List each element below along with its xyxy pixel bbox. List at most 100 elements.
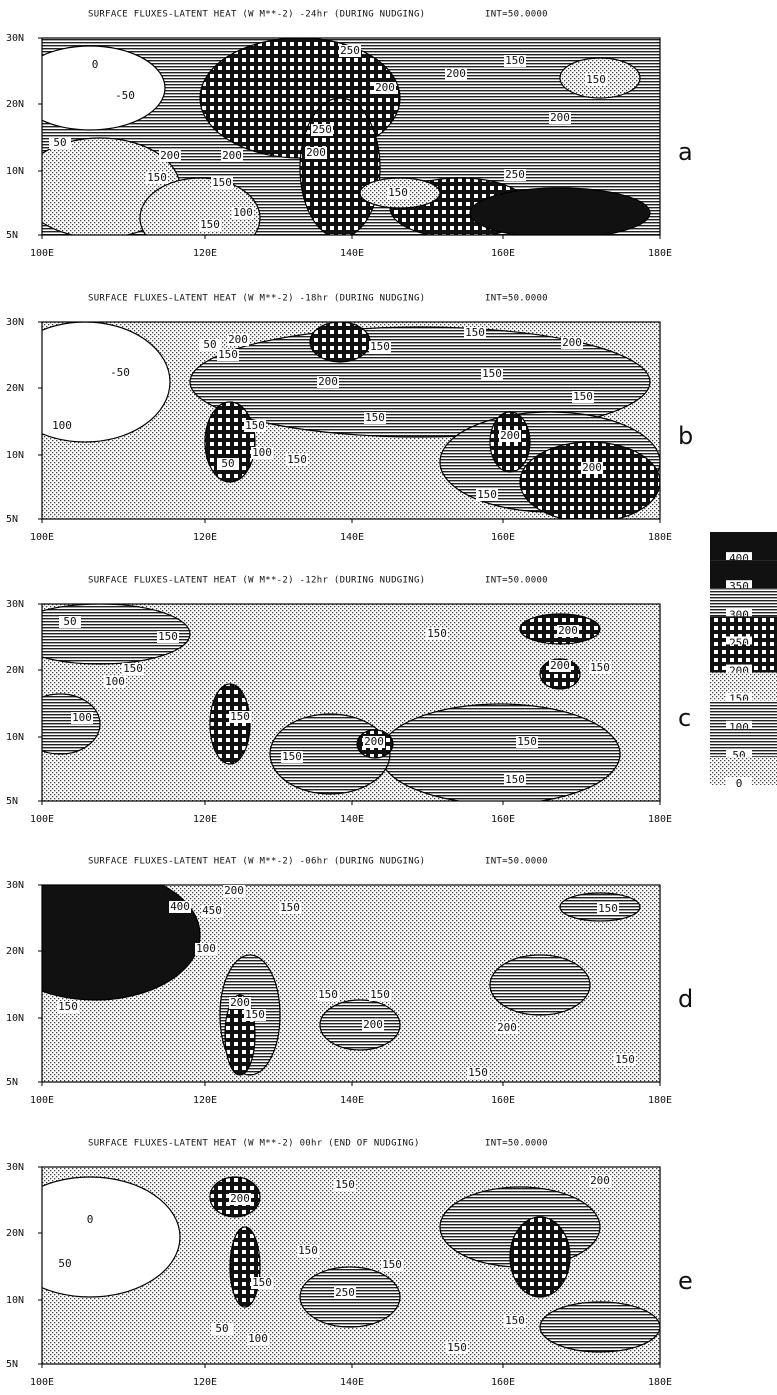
contour-label: 150: [468, 1066, 488, 1079]
x-tick-label: 120E: [193, 1095, 217, 1106]
map-panel: SURFACE FLUXES-LATENT HEAT (W M**-2) -24…: [6, 10, 693, 260]
y-tick-label: 20N: [6, 665, 24, 676]
panel-letter: b: [678, 422, 693, 450]
x-tick-label: 140E: [340, 248, 364, 259]
map-panel: SURFACE FLUXES-LATENT HEAT (W M**-2) -06…: [0, 857, 693, 1107]
x-tick-label: 140E: [340, 1377, 364, 1388]
y-tick-label: 30N: [6, 317, 24, 328]
y-tick-label: 30N: [6, 599, 24, 610]
contour-label: 100: [72, 711, 92, 724]
contour-label: 50: [221, 457, 234, 470]
x-tick-label: 100E: [30, 248, 54, 259]
y-tick-label: 30N: [6, 880, 24, 891]
contour-label: 150: [615, 1053, 635, 1066]
x-tick-label: 180E: [648, 1095, 672, 1106]
x-tick-label: 100E: [30, 814, 54, 825]
contour-label: 200: [160, 149, 180, 162]
contour-label: 200: [550, 111, 570, 124]
contour-label: 250: [335, 1286, 355, 1299]
panel-title: SURFACE FLUXES-LATENT HEAT (W M**-2) 00h…: [88, 1139, 420, 1149]
contour-label: 200: [562, 336, 582, 349]
contour-label: 50: [215, 1322, 228, 1335]
contour-label: 150: [230, 710, 250, 723]
panel-letter: e: [678, 1267, 693, 1295]
contour-label: 100: [105, 675, 125, 688]
panel-interval: INT=50.0000: [485, 10, 548, 20]
panel-letter: c: [678, 704, 691, 732]
panel-title: SURFACE FLUXES-LATENT HEAT (W M**-2) -24…: [88, 10, 425, 20]
contour-label: 50: [58, 1257, 71, 1270]
contour-region: [300, 98, 380, 238]
contour-region: [230, 1227, 260, 1307]
contour-label: 0: [92, 58, 99, 71]
contour-label: 150: [158, 630, 178, 643]
contour-label: 200: [222, 149, 242, 162]
contour-label: 150: [280, 901, 300, 914]
contour-label: 150: [505, 54, 525, 67]
y-tick-label: 20N: [6, 946, 24, 957]
contour-label: 50: [203, 338, 216, 351]
x-tick-label: 140E: [340, 532, 364, 543]
contour-label: 150: [517, 735, 537, 748]
contour-label: 150: [465, 326, 485, 339]
y-tick-label: 30N: [6, 1162, 24, 1173]
x-tick-label: 120E: [193, 532, 217, 543]
y-tick-label: 5N: [6, 1359, 18, 1370]
contour-region: [520, 442, 660, 522]
contour-label: 450: [202, 904, 222, 917]
contour-label: 100: [196, 942, 216, 955]
contour-label: 150: [298, 1244, 318, 1257]
contour-label: 100: [52, 419, 72, 432]
contour-label: 200: [558, 624, 578, 637]
y-tick-label: 5N: [6, 796, 18, 807]
legend-label: 0: [736, 777, 743, 790]
y-tick-label: 10N: [6, 450, 24, 461]
contour-label: 100: [252, 446, 272, 459]
contour-label: 150: [200, 218, 220, 231]
map-field: [0, 1167, 660, 1364]
contour-label: 150: [282, 750, 302, 763]
y-tick-label: 20N: [6, 99, 24, 110]
contour-label: 150: [245, 1008, 265, 1021]
map-field: [0, 870, 660, 1082]
x-tick-label: 100E: [30, 532, 54, 543]
x-tick-label: 160E: [491, 248, 515, 259]
panel-interval: INT=50.0000: [485, 1139, 548, 1149]
x-tick-label: 140E: [340, 814, 364, 825]
y-tick-label: 20N: [6, 383, 24, 394]
map-panel: SURFACE FLUXES-LATENT HEAT (W M**-2) -18…: [0, 294, 693, 544]
contour-region: [510, 1217, 570, 1297]
contour-label: 150: [218, 348, 238, 361]
contour-label: 150: [123, 662, 143, 675]
y-tick-label: 20N: [6, 1228, 24, 1239]
y-tick-label: 10N: [6, 732, 24, 743]
contour-label: 200: [590, 1174, 610, 1187]
x-tick-label: 120E: [193, 1377, 217, 1388]
contour-region: [15, 46, 165, 130]
x-tick-label: 160E: [491, 814, 515, 825]
contour-label: 150: [370, 340, 390, 353]
x-tick-label: 180E: [648, 1377, 672, 1388]
contour-region: [380, 704, 620, 804]
x-tick-label: 120E: [193, 248, 217, 259]
contour-label: 150: [287, 453, 307, 466]
panel-title: SURFACE FLUXES-LATENT HEAT (W M**-2) -18…: [88, 294, 425, 304]
x-tick-label: 180E: [648, 814, 672, 825]
contour-label: 150: [370, 988, 390, 1001]
contour-label: 200: [497, 1021, 517, 1034]
x-tick-label: 160E: [491, 532, 515, 543]
y-tick-label: 30N: [6, 33, 24, 44]
contour-label: 100: [233, 206, 253, 219]
contour-region: [470, 188, 650, 238]
contour-region: [0, 322, 170, 442]
contour-label: 200: [363, 1018, 383, 1031]
contour-label: 150: [318, 988, 338, 1001]
contour-label: 200: [500, 429, 520, 442]
contour-label: 50: [63, 615, 76, 628]
legend: 400350300250200150100500: [710, 532, 777, 791]
contour-region: [0, 870, 200, 1000]
map-field: [0, 322, 660, 522]
contour-label: -50: [115, 89, 135, 102]
contour-region: [0, 1177, 180, 1297]
contour-label: 200: [550, 659, 570, 672]
